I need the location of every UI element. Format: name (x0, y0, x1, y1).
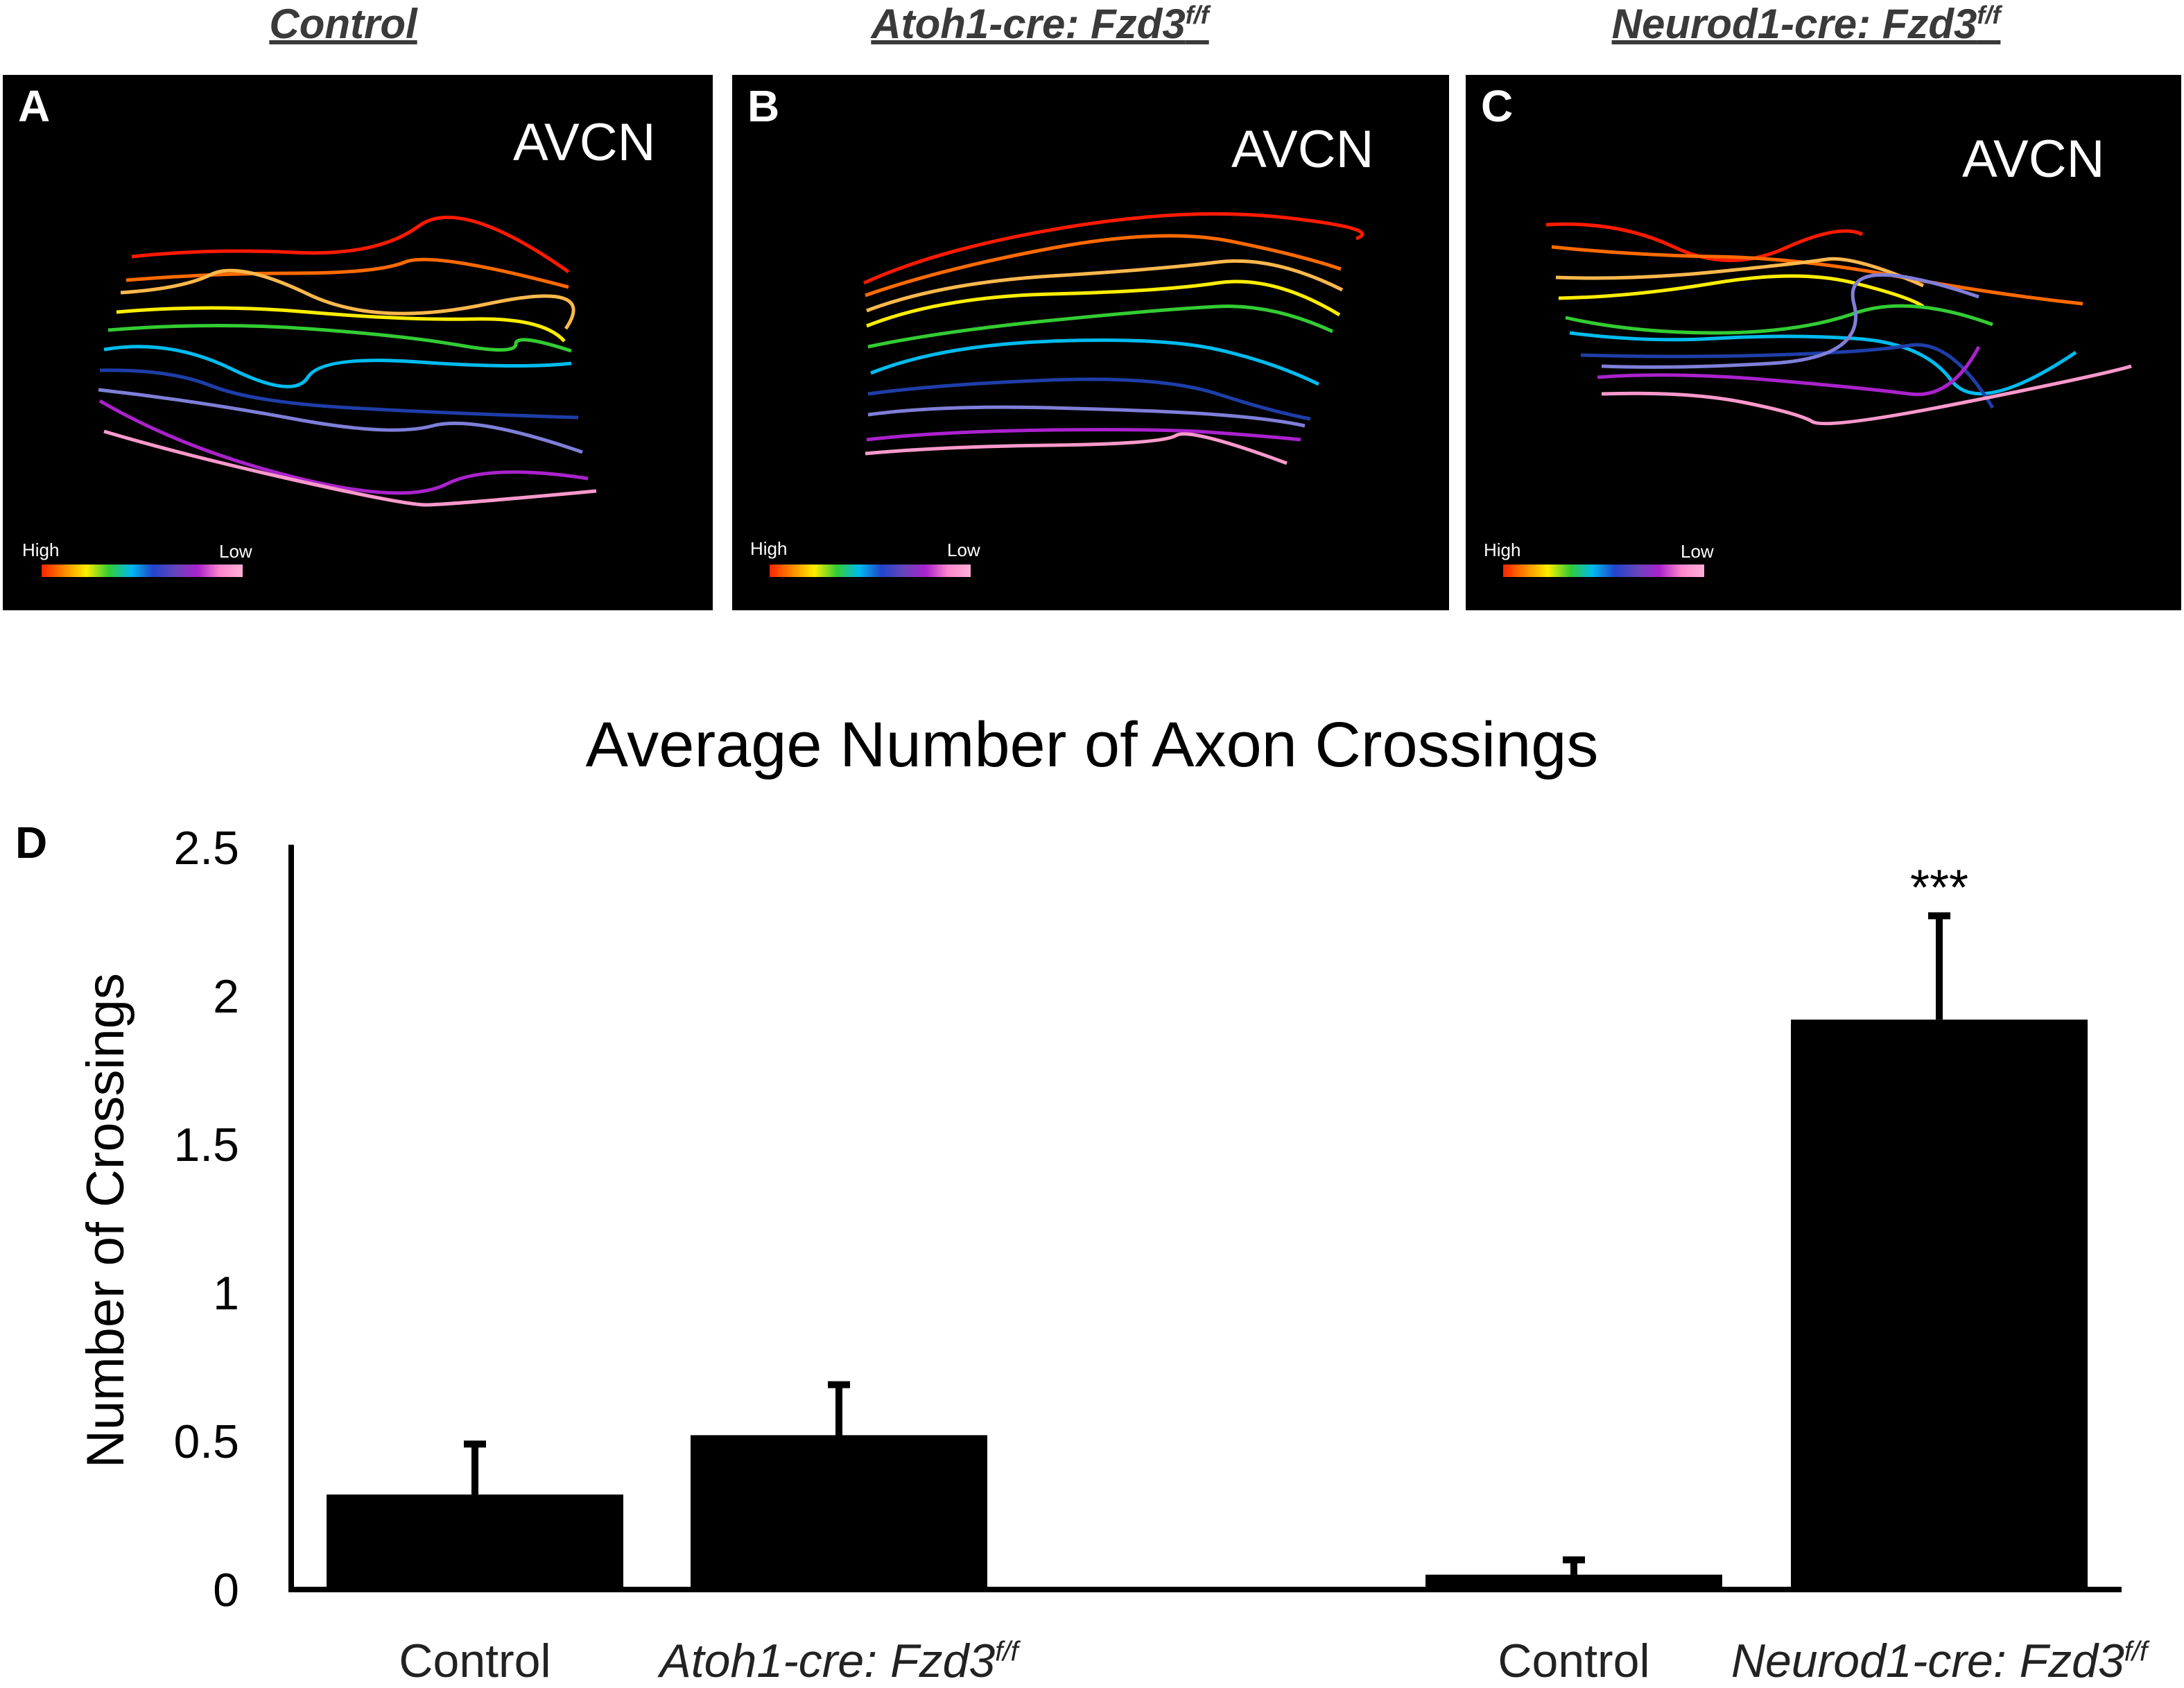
panel-a-image: A AVCN High Low (3, 75, 713, 610)
frequency-color-scale (770, 565, 971, 577)
fiber-trace (1601, 273, 1979, 369)
x-category-label: Control (1498, 1634, 1649, 1688)
fiber-trace (120, 268, 575, 330)
y-tick-label: 0.5 (173, 1415, 239, 1468)
bar (327, 1495, 623, 1590)
column-title-sup: f/f (1977, 1, 2001, 29)
fiber-trace (116, 306, 566, 343)
legend-high-label: High (750, 538, 788, 559)
panel-c-image: C AVCN High Low (1466, 75, 2181, 610)
fiber-trace (131, 216, 570, 274)
y-tick-label: 1 (213, 1267, 239, 1320)
y-tick-label: 2 (213, 970, 239, 1023)
panel-b-image: B AVCN High Low (732, 75, 1449, 610)
frequency-color-scale (42, 565, 243, 577)
legend-low-label: Low (947, 540, 980, 560)
y-tick-label: 1.5 (173, 1119, 239, 1171)
fiber-trace (125, 257, 569, 289)
chart-title: Average Number of Axon Crossings (585, 709, 1599, 780)
fiber-trace (863, 212, 1364, 285)
fiber-trace (867, 304, 1334, 349)
x-category-sup: f/f (995, 1636, 1019, 1667)
fiber-trace (98, 399, 589, 495)
x-category-text: Atoh1-cre: Fzd3 (659, 1635, 996, 1687)
fiber-trace (866, 259, 1344, 313)
bar (691, 1435, 987, 1590)
x-category-label: Control (399, 1634, 551, 1688)
fiber-trace (1569, 331, 2077, 396)
panel-b-traces (863, 212, 1364, 465)
frequency-color-scale (1503, 565, 1704, 577)
x-category-label: Atoh1-cre: Fzd3f/f (659, 1634, 1018, 1688)
x-category-text: Control (399, 1635, 551, 1687)
x-category-text: Control (1498, 1635, 1650, 1687)
fiber-trace (1597, 345, 1981, 397)
column-title-atoh1: Atoh1-cre: Fzd3f/f (871, 0, 1208, 48)
panel-letter: A (18, 81, 51, 131)
fiber-trace (1601, 364, 2132, 426)
panel-letter: C (1481, 81, 1514, 131)
column-title-text: Control (269, 1, 417, 47)
fiber-trace (1558, 274, 1925, 309)
fiber-trace (1580, 343, 1995, 409)
fiber-trace (1565, 304, 1993, 335)
region-label: AVCN (1962, 130, 2105, 189)
legend-low-label: Low (1681, 541, 1714, 562)
y-tick-label: 0 (213, 1564, 239, 1617)
fiber-trace (870, 338, 1320, 386)
column-title-neurod1: Neurod1-cre: Fzd3f/f (1612, 0, 2001, 48)
fiber-trace (103, 345, 572, 388)
y-tick-label: 2.5 (173, 822, 239, 875)
fiber-trace (1545, 222, 1864, 262)
column-title-text: Neurod1-cre: Fzd3 (1611, 1, 1977, 47)
column-title-text: Atoh1-cre: Fzd3 (871, 1, 1186, 47)
x-category-text: Neurod1-cre: Fzd3 (1731, 1635, 2124, 1687)
panel-letter: B (747, 81, 780, 131)
bar (1791, 1019, 2088, 1590)
fiber-trace (107, 323, 572, 353)
legend-high-label: High (22, 540, 60, 560)
fiber-trace (99, 368, 579, 420)
fiber-trace (867, 405, 1306, 428)
y-axis-label: Number of Crossings (76, 973, 135, 1468)
fiber-trace (866, 428, 1301, 442)
legend-low-label: Low (219, 541, 252, 562)
panel-a-traces (98, 216, 597, 507)
fiber-trace (98, 388, 583, 454)
fiber-trace (103, 429, 597, 507)
fiber-trace (866, 279, 1341, 328)
x-category-label: Neurod1-cre: Fzd3f/f (1731, 1634, 2147, 1688)
fiber-trace (865, 234, 1342, 298)
region-label: AVCN (1231, 120, 1374, 179)
x-category-sup: f/f (2124, 1636, 2148, 1667)
significance-marker: *** (1910, 860, 1968, 915)
region-label: AVCN (513, 113, 656, 172)
column-title-sup: f/f (1185, 1, 1209, 29)
panel-letter: D (15, 818, 48, 868)
fiber-trace (1555, 257, 1925, 288)
panel-c-traces (1545, 222, 2132, 426)
fiber-trace (865, 432, 1288, 465)
fiber-trace (867, 377, 1311, 421)
legend-high-label: High (1484, 540, 1521, 560)
column-title-control: Control (269, 0, 417, 48)
bar (1425, 1574, 1722, 1590)
